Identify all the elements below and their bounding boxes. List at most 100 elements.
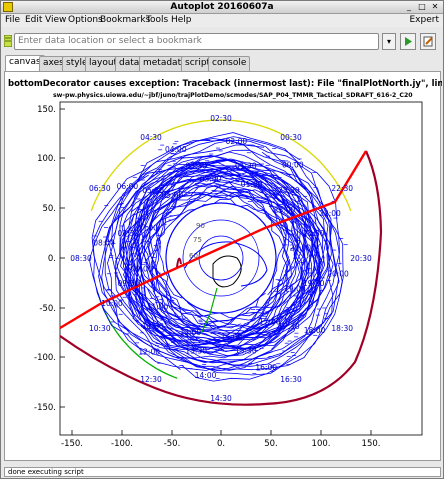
- app-icon: [3, 2, 13, 12]
- play-icon: [405, 37, 412, 46]
- menu-bookmarks[interactable]: Bookmarks: [100, 15, 151, 25]
- time-label: 02:30: [210, 114, 232, 123]
- close-icon[interactable]: ✕: [431, 2, 439, 11]
- trajectory-line: [104, 149, 326, 366]
- menu-options[interactable]: Options: [68, 15, 103, 25]
- plot-frame: [59, 101, 423, 436]
- menu-file[interactable]: File: [5, 15, 21, 25]
- time-label: 21:00: [289, 244, 311, 253]
- time-label: 13:30: [185, 347, 207, 356]
- time-label: 20:00: [327, 269, 349, 278]
- time-label: 12:00: [138, 348, 160, 357]
- menu-help[interactable]: Help: [171, 15, 192, 25]
- trajectory-line: [128, 178, 301, 343]
- polar-label-75: 75: [193, 236, 202, 244]
- x-tick-label: 150.: [362, 439, 381, 449]
- time-label: 07:30: [117, 229, 139, 238]
- dark-red-oval: [59, 150, 383, 406]
- trajectory-line: [98, 139, 334, 367]
- x-tick-label: 100.: [312, 439, 331, 449]
- y-tick-label: 0.: [48, 254, 56, 264]
- trajectory-line: [88, 132, 343, 372]
- time-label: 14:30: [210, 394, 232, 403]
- time-label: 12:30: [140, 375, 162, 384]
- y-tick-label: -150.: [34, 403, 56, 413]
- trajectory-line: [125, 155, 332, 359]
- trajectory-line: [143, 189, 290, 332]
- expert-menu[interactable]: Expert: [409, 15, 440, 25]
- auroral-oval: [212, 255, 242, 288]
- bookmark-icon[interactable]: [4, 35, 12, 47]
- minimize-icon[interactable]: _: [407, 2, 411, 11]
- time-label: 16:00: [255, 363, 277, 372]
- time-label: 17:00: [259, 318, 281, 327]
- tab-console[interactable]: console: [208, 56, 251, 71]
- inner-trajectory: [184, 241, 268, 287]
- time-label: 19:00: [284, 285, 306, 294]
- menu-edit[interactable]: Edit: [25, 15, 43, 25]
- trajectory-line: [155, 184, 302, 330]
- y-tick-label: 50.: [42, 204, 56, 214]
- chevron-down-icon[interactable]: ▾: [382, 33, 396, 50]
- trajectory-line: [136, 168, 321, 347]
- time-label: 22:30: [331, 184, 353, 193]
- y-tick-label: -50.: [39, 304, 56, 314]
- time-label: 06:30: [89, 184, 111, 193]
- time-label: 23:00: [274, 205, 296, 214]
- time-label: 11:00: [147, 303, 169, 312]
- time-label: 11:30: [142, 322, 164, 331]
- plot-canvas[interactable]: bottomDecorator causes exception: Traceb…: [4, 71, 444, 461]
- time-label: 15:00: [221, 333, 243, 342]
- time-label: 00:00: [282, 160, 304, 169]
- time-label: 04:30: [140, 133, 162, 142]
- polar-ring-middle: [182, 219, 260, 297]
- pencil-icon: [423, 36, 433, 47]
- x-tick-label: -100.: [111, 439, 133, 449]
- time-label: 09:00: [131, 264, 153, 273]
- time-label: 21:30: [303, 229, 325, 238]
- time-label: 05:30: [142, 186, 164, 195]
- data-location-input[interactable]: Enter data location or select a bookmark: [14, 33, 379, 50]
- go-button[interactable]: [400, 33, 416, 50]
- menu-view[interactable]: View: [45, 15, 67, 25]
- x-tick-label: 50.: [264, 439, 278, 449]
- time-label: 10:30: [89, 324, 111, 333]
- time-label: 04:00: [165, 145, 187, 154]
- time-label: 16:30: [280, 375, 302, 384]
- title-bar: Autoplot 20160607a _ □ ✕: [1, 1, 443, 14]
- trajectory-line: [151, 182, 304, 328]
- y-axis: 150. 100. 50. 0. -50. -100. -150.: [34, 105, 65, 413]
- x-axis: -150. -100. -50. 0. 50. 100. 150.: [61, 430, 380, 449]
- time-label: 02:00: [226, 137, 248, 146]
- time-label: 19:30: [303, 279, 325, 288]
- time-label: 18:00: [304, 326, 326, 335]
- y-tick-label: 100.: [37, 154, 56, 164]
- trajectory-line: [135, 181, 290, 336]
- polar-label-90: 90: [196, 222, 205, 230]
- error-message: bottomDecorator causes exception: Traceb…: [8, 79, 442, 89]
- trajectory-line: [119, 165, 329, 364]
- trajectory-line: [147, 191, 304, 339]
- maximize-icon[interactable]: □: [418, 2, 426, 11]
- time-label: 18:30: [331, 324, 353, 333]
- time-label: 03:30: [185, 161, 207, 170]
- time-label: 01:30: [235, 161, 257, 170]
- red-line: [59, 150, 368, 330]
- window-title: Autoplot 20160607a: [170, 2, 274, 12]
- time-label: 15:30: [235, 347, 257, 356]
- time-label: 05:00: [161, 191, 183, 200]
- plot-subtitle: sw-pw.physics.uiowa.edu/~jbf/juno/trajPl…: [53, 92, 413, 99]
- trajectory-lines: [88, 132, 348, 382]
- trajectory-line: [133, 174, 320, 348]
- y-tick-label: 150.: [37, 105, 56, 115]
- time-label: 22:00: [319, 209, 341, 218]
- menu-tools[interactable]: Tools: [146, 15, 169, 25]
- time-label: 14:00: [195, 371, 217, 380]
- edit-button[interactable]: [420, 33, 436, 50]
- time-label: 00:30: [280, 133, 302, 142]
- trajectory-line: [141, 192, 299, 339]
- time-label: 23:30: [278, 186, 300, 195]
- menu-bar: File Edit View Options Bookmarks Tools H…: [1, 14, 443, 27]
- time-label: 10:00: [101, 299, 123, 308]
